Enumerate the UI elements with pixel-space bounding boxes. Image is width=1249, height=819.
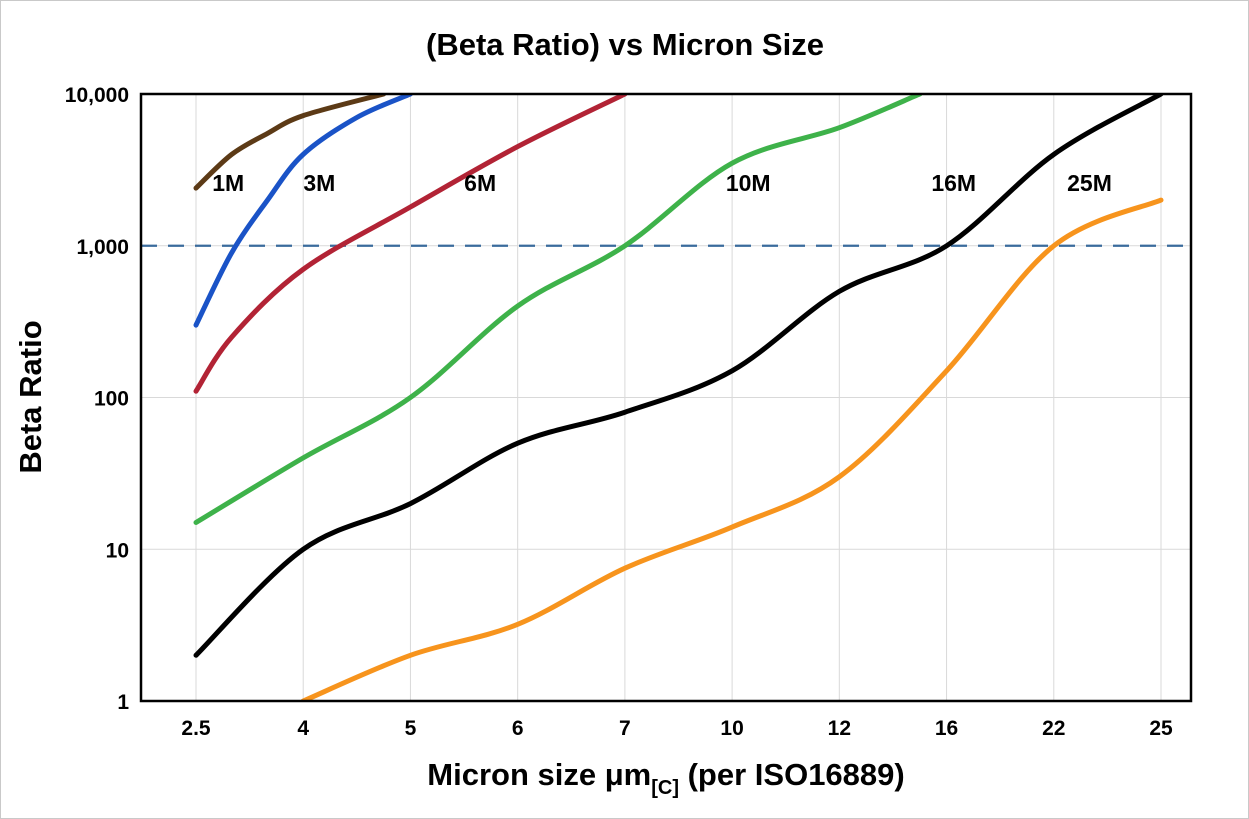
series-label-10m: 10M [726,170,771,196]
series-curve-16m [193,94,1164,658]
y-tick-label-100: 100 [94,388,129,411]
series-curve-6m [193,94,628,394]
series-curve-10m [193,94,923,525]
x-axis-title-main: Micron size μm [427,757,651,792]
y-tick-label-10: 10 [106,539,129,562]
x-tick-label-2.5: 2.5 [181,717,211,740]
x-tick-label-22: 22 [1042,717,1065,740]
x-tick-label-12: 12 [828,717,851,740]
series-label-6m: 6M [464,170,496,196]
chart-title: (Beta Ratio) vs Micron Size [426,27,824,62]
series-label-1m: 1M [212,170,244,196]
y-tick-labels: 1 10 100 1,000 10,000 [65,84,130,714]
x-tick-label-5: 5 [405,717,417,740]
x-tick-label-16: 16 [935,717,958,740]
series-label-3m: 3M [303,170,335,196]
y-tick-label-1000: 1,000 [76,236,129,259]
x-axis-title-tail: (per ISO16889) [679,757,905,792]
y-tick-label-1: 1 [117,691,129,714]
series-curve-1m [193,94,387,191]
series-label-16m: 16M [931,170,976,196]
series-label-25m: 25M [1067,170,1112,196]
series-labels: 1M 3M 6M 10M 16M 25M [212,170,1112,196]
x-axis-title: Micron size μm[C] (per ISO16889) [427,757,904,799]
x-tick-label-25: 25 [1149,717,1173,740]
x-tick-label-10: 10 [720,717,743,740]
x-tick-label-7: 7 [619,717,631,740]
series-curve-25m [300,197,1164,701]
series-curve-3m [193,94,413,328]
plot-border [139,92,1193,703]
x-tick-label-6: 6 [512,717,524,740]
series-curves [193,94,1164,701]
x-tick-label-4: 4 [297,717,309,740]
y-tick-label-10000: 10,000 [65,84,129,107]
x-tick-labels: 2.5 4 5 6 7 10 12 16 22 25 [181,717,1173,740]
y-axis-title: Beta Ratio [13,320,48,473]
x-axis-title-subscript: [C] [651,777,679,799]
